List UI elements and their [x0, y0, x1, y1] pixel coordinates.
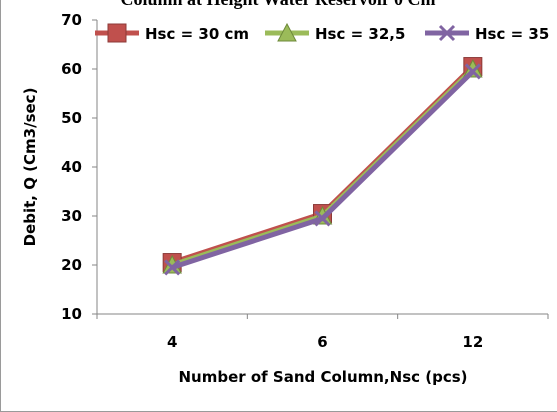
- legend-label-1: Hsc = 30 cm: [145, 25, 249, 43]
- y-tick-label: 50: [61, 109, 82, 127]
- y-tick-label: 20: [61, 256, 82, 274]
- data-point-series-3: [464, 63, 481, 80]
- x-tick-label: 4: [167, 333, 177, 351]
- legend-label-3: Hsc = 35: [475, 25, 549, 43]
- data-point-series-3: [164, 259, 181, 276]
- x-axis-ticks: 4 6 12: [96, 314, 549, 351]
- x-tick-label: 6: [317, 333, 327, 351]
- series-line-2: [171, 67, 475, 268]
- legend-marker-3: [438, 24, 456, 42]
- x-axis-title: Number of Sand Column,Nsc (pcs): [178, 368, 467, 386]
- chart-title: Column at Height Water Reservoir 0 Cm: [121, 0, 436, 9]
- data-point-series-3: [314, 210, 331, 227]
- series-layer: [162, 57, 483, 276]
- y-axis-title: Debit, Q (Cm3/sec): [21, 88, 39, 247]
- legend: Hsc = 30 cm Hsc = 32,5 Hsc = 35: [95, 22, 549, 43]
- y-tick-label: 70: [61, 11, 82, 29]
- y-tick-label: 40: [61, 158, 82, 176]
- legend-marker-2: [277, 22, 297, 42]
- y-tick-label: 30: [61, 207, 82, 225]
- legend-label-2: Hsc = 32,5: [315, 25, 405, 43]
- y-tick-label: 60: [61, 60, 82, 78]
- series-line-3: [171, 69, 475, 270]
- y-tick-label: 10: [61, 305, 82, 323]
- legend-marker-1: [107, 23, 127, 43]
- series-line-1: [171, 64, 475, 265]
- y-axis-ticks: 10 20 30 40 50 60 70: [61, 11, 97, 323]
- x-tick-label: 12: [462, 333, 483, 351]
